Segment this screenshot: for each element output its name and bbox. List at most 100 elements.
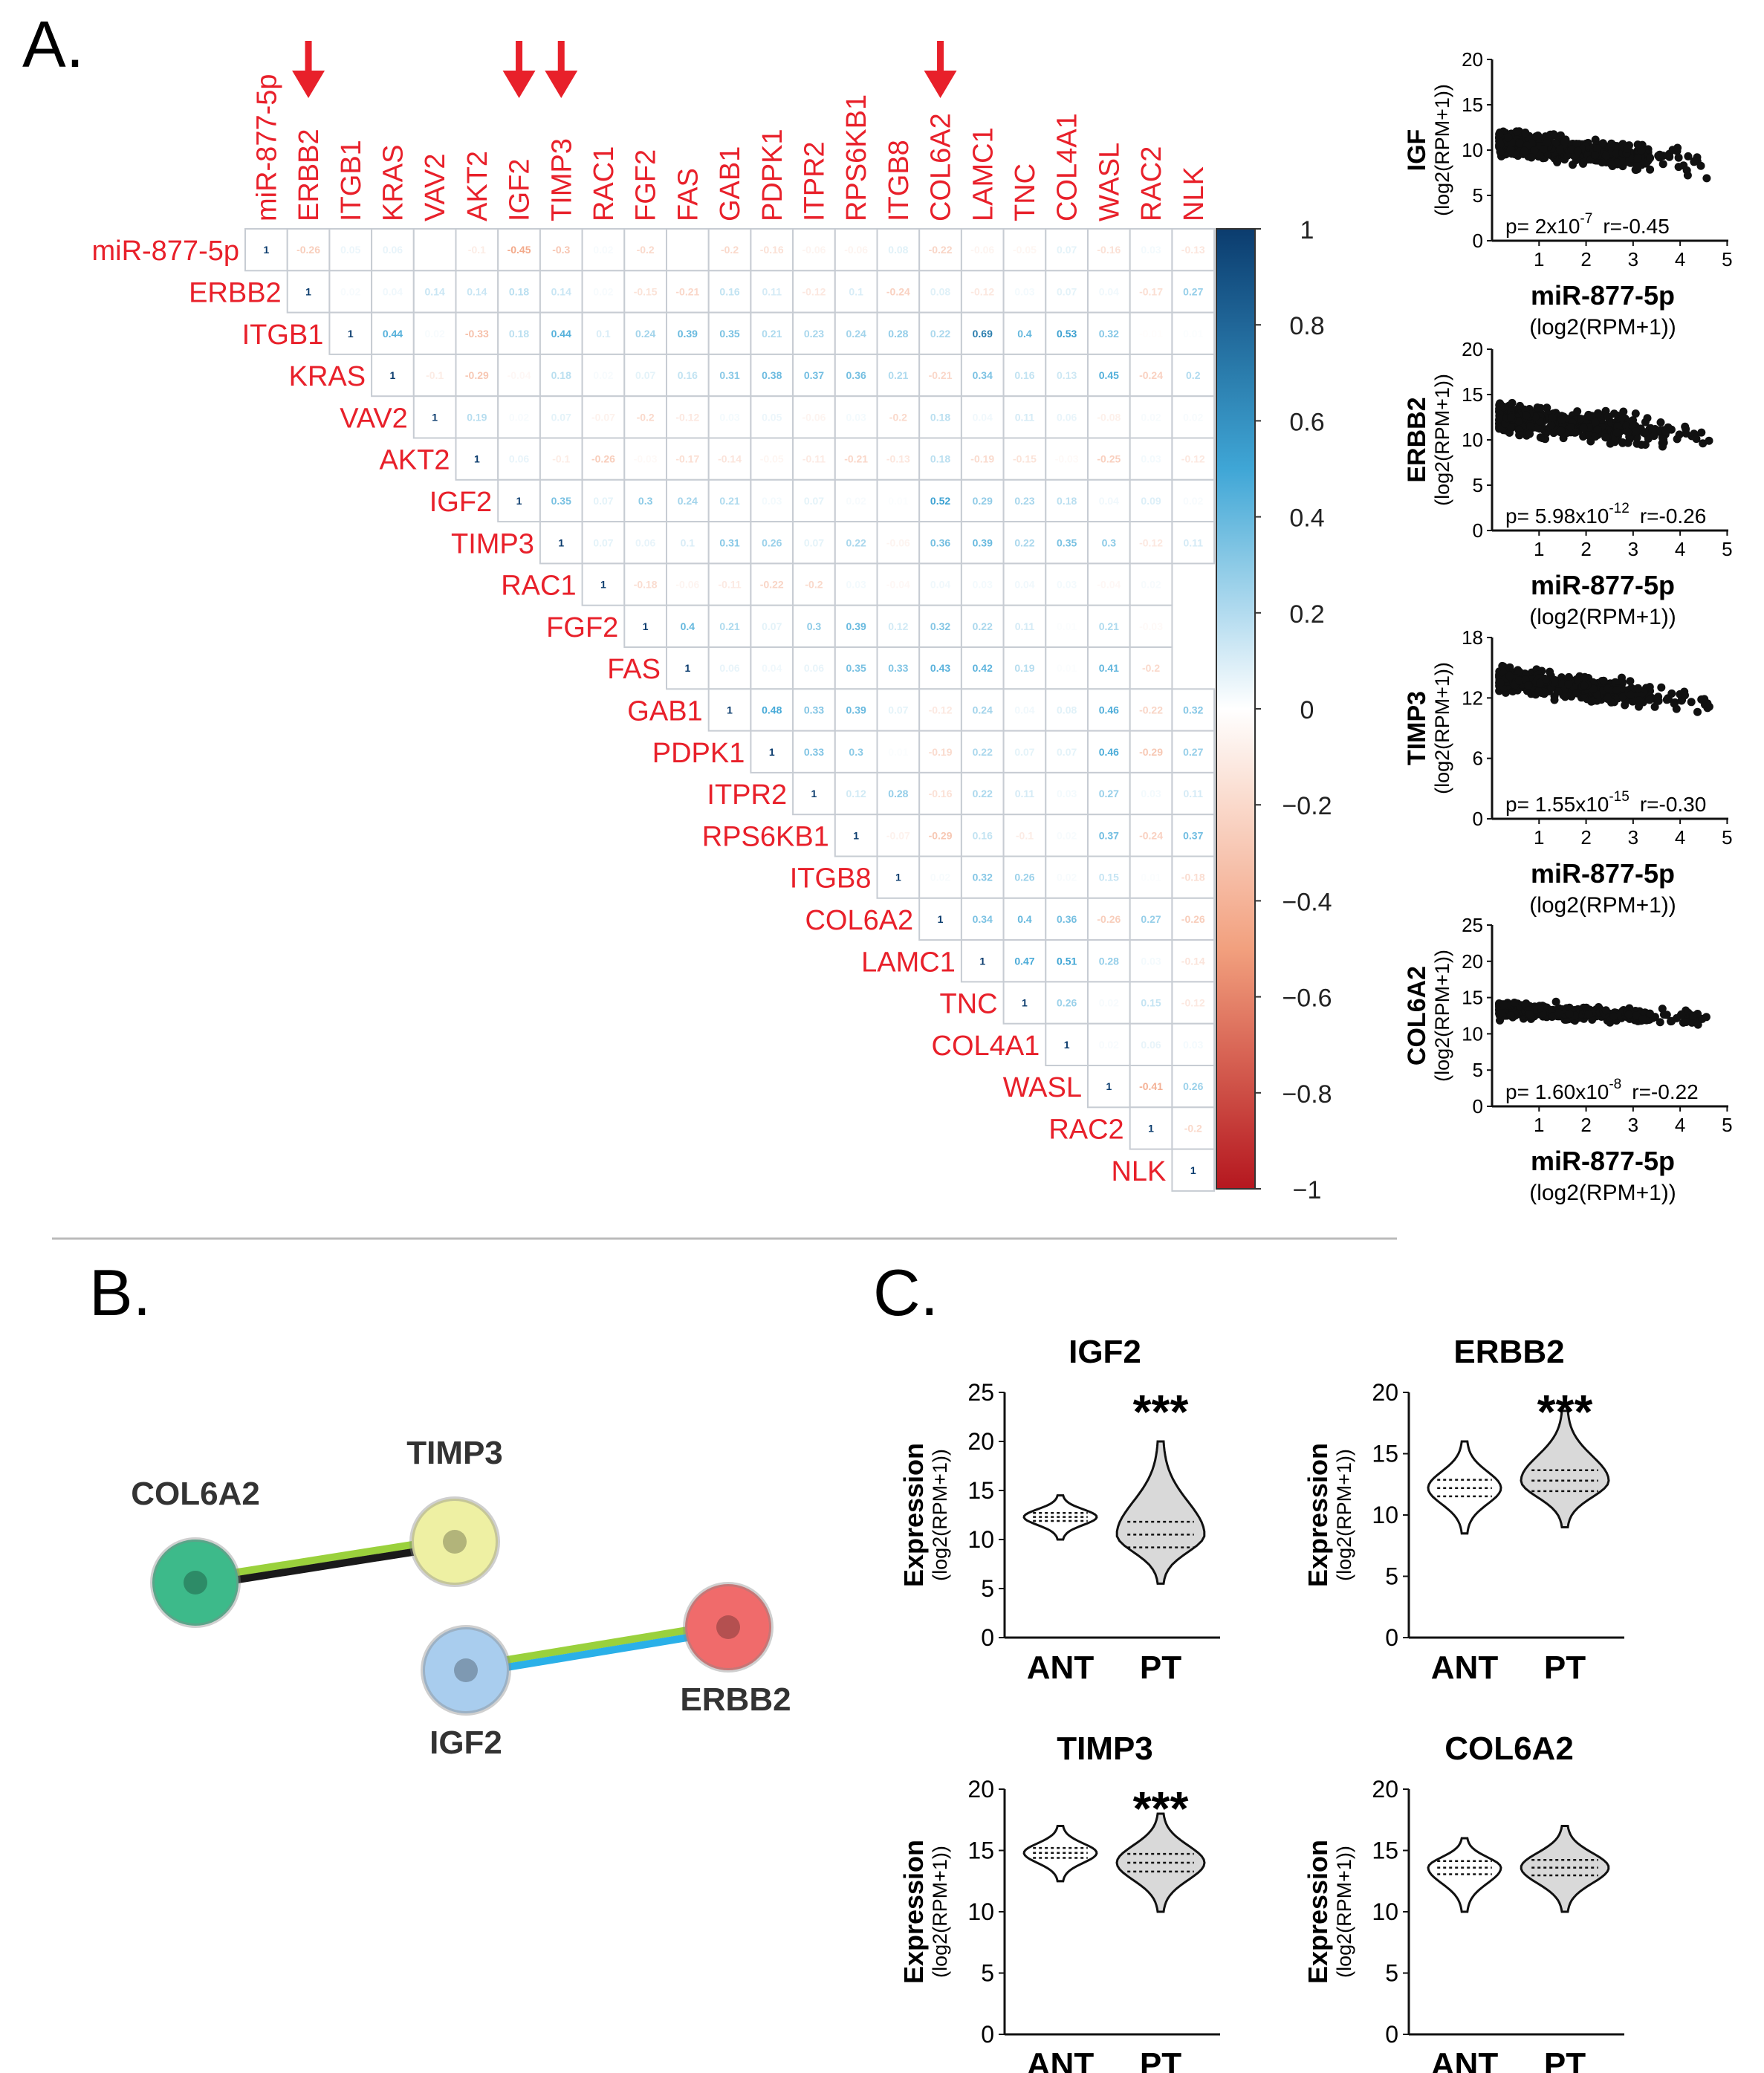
scatter-point <box>1497 1009 1506 1018</box>
y-label-unit: (log2(RPM+1)) <box>1333 1846 1355 1978</box>
heatmap-cell <box>1087 1022 1131 1066</box>
heatmap-cell <box>750 478 794 523</box>
heatmap-value: 0.05 <box>340 244 360 256</box>
y-tick-label: 0 <box>1385 2021 1398 2048</box>
heatmap-value: 0.36 <box>846 369 866 381</box>
y-tick-label: 5 <box>1385 1563 1398 1590</box>
heatmap-value: 0.46 <box>1099 704 1119 716</box>
heatmap-value: 0.03 <box>973 579 993 591</box>
group-label: ANT <box>1431 1649 1499 1686</box>
heatmap-value: 0.3 <box>638 495 653 507</box>
scatter-point <box>1604 695 1612 704</box>
heatmap-value: 0.14 <box>425 285 445 297</box>
heatmap-value: 0.43 <box>930 662 950 674</box>
colorbar-tick-label: −0.6 <box>1282 984 1332 1013</box>
y-tick-label: 0 <box>1473 519 1483 542</box>
heatmap-value: 0.22 <box>930 328 950 340</box>
heatmap-cell <box>1087 855 1131 899</box>
panel-title: ERBB2 <box>1453 1334 1564 1370</box>
scatter-point <box>1658 438 1667 447</box>
scatter-point <box>1670 699 1679 708</box>
heatmap-cell <box>834 730 878 773</box>
heatmap-value: -0.01 <box>1139 328 1163 340</box>
heatmap-value: 1 <box>1022 997 1028 1009</box>
heatmap-value: 0.04 <box>383 285 403 297</box>
scatter-point <box>1606 160 1615 169</box>
heatmap-cell <box>1002 897 1047 941</box>
heatmap-value: 0.26 <box>1057 997 1077 1009</box>
p-value: p= 2x10 <box>1505 215 1580 238</box>
protein-structure-icon <box>454 1658 478 1682</box>
heatmap-row-label: RPS6KB1 <box>702 821 829 852</box>
y-tick-label: 20 <box>1372 1776 1398 1803</box>
scatter-point <box>1557 426 1566 435</box>
heatmap-value: 0.32 <box>1099 328 1119 340</box>
scatter-point <box>1598 158 1606 167</box>
y-label-gene: IGF <box>1403 129 1431 172</box>
x-label: miR-877-5p <box>1531 858 1675 889</box>
heatmap-cell <box>792 228 836 272</box>
heatmap-value: 0.02 <box>593 244 613 256</box>
scatter-point <box>1593 425 1602 434</box>
scatter-point <box>1551 997 1560 1006</box>
scatter-point <box>1638 1015 1647 1024</box>
heatmap-value: 0.3 <box>807 620 822 632</box>
scatter-point <box>1654 692 1663 701</box>
heatmap-value: -0.14 <box>1181 955 1205 967</box>
heatmap-cell <box>581 228 626 272</box>
heatmap-row-label: ITGB1 <box>242 319 324 351</box>
scatter-point <box>1697 428 1706 437</box>
heatmap-cell <box>876 437 921 481</box>
scatter-point <box>1591 135 1600 144</box>
heatmap-cell <box>497 437 541 481</box>
p-exponent: -15 <box>1609 789 1629 805</box>
scatter-point <box>1643 414 1652 423</box>
scatter-point <box>1687 698 1696 707</box>
scatter-point <box>1633 684 1642 692</box>
heatmap-row-label: COL6A2 <box>805 905 913 936</box>
heatmap-value: 1 <box>516 495 522 507</box>
heatmap-cell <box>455 270 499 314</box>
scatter-point <box>1534 687 1543 695</box>
heatmap-value: -0.17 <box>1139 285 1163 297</box>
heatmap-value: -0.26 <box>1181 913 1205 925</box>
heatmap-value: -0.03 <box>1139 620 1163 632</box>
heatmap-value: 0.27 <box>1183 285 1203 297</box>
y-tick-label: 5 <box>1473 474 1483 496</box>
heatmap-value: 0.07 <box>593 536 613 548</box>
scatter-point <box>1646 153 1654 162</box>
heatmap-row-label: ITGB8 <box>790 863 872 895</box>
heatmap-value: 0.24 <box>973 704 993 716</box>
heatmap-row-label: ERBB2 <box>189 277 282 308</box>
heatmap-cell <box>1002 771 1047 816</box>
colorbar-tick-label: 1 <box>1300 216 1314 244</box>
heatmap-value: 0.45 <box>1099 369 1119 381</box>
heatmap-value: 0.21 <box>762 328 782 340</box>
heatmap-cell <box>1087 521 1131 565</box>
heatmap-cell <box>497 270 541 314</box>
scatter-point <box>1641 441 1650 449</box>
heatmap-cell <box>1087 1065 1131 1109</box>
heatmap-value: 1 <box>474 453 480 465</box>
y-tick-label: 15 <box>967 1477 994 1504</box>
colorbar-tick-label: −1 <box>1293 1176 1322 1204</box>
x-label-unit: (log2(RPM+1)) <box>1529 605 1676 629</box>
heatmap-cell <box>455 437 499 481</box>
scatter-point <box>1601 433 1610 442</box>
heatmap-value: 0.18 <box>930 411 950 423</box>
heatmap-value: 0.03 <box>719 411 739 423</box>
x-tick-label: 1 <box>1534 1114 1544 1136</box>
r-value: r=-0.26 <box>1640 505 1707 528</box>
heatmap-value: -0.2 <box>1142 662 1160 674</box>
heatmap-value: -0.06 <box>886 536 910 548</box>
scatter-point <box>1514 417 1523 426</box>
heatmap-cell <box>666 437 710 481</box>
heatmap-value: -0.26 <box>591 453 615 465</box>
heatmap-cell <box>1129 981 1173 1025</box>
heatmap-cell <box>1129 1106 1173 1150</box>
y-tick-label: 10 <box>1462 1022 1483 1045</box>
y-tick-label: 12 <box>1462 687 1483 709</box>
heatmap-value: 0.28 <box>888 328 908 340</box>
heatmap-cell <box>666 604 710 649</box>
